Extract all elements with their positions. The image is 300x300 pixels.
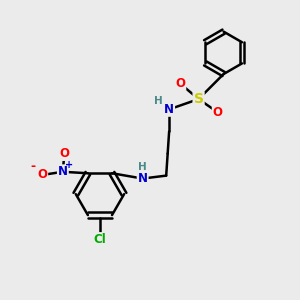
Text: O: O [175, 77, 185, 90]
Text: -: - [31, 160, 36, 173]
Text: N: N [138, 172, 148, 185]
Text: +: + [65, 160, 74, 170]
Text: H: H [154, 96, 163, 106]
Text: H: H [138, 162, 147, 172]
Text: N: N [58, 165, 68, 178]
Text: O: O [59, 147, 69, 160]
Text: N: N [164, 103, 174, 116]
Text: O: O [37, 168, 47, 181]
Text: S: S [194, 92, 204, 106]
Text: O: O [213, 106, 223, 119]
Text: Cl: Cl [94, 233, 106, 246]
